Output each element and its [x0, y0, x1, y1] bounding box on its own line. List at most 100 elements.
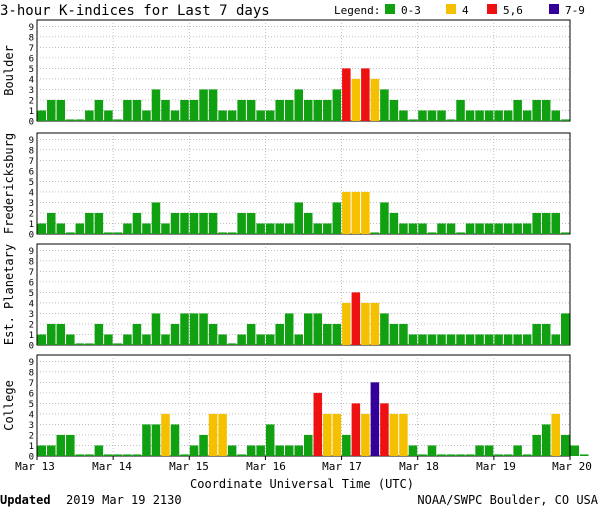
bar [361, 302, 370, 345]
y-tick-label: 8 [29, 368, 34, 378]
bar [380, 403, 389, 456]
bar [313, 313, 323, 345]
bar [132, 212, 142, 234]
bar [513, 334, 522, 345]
bar [151, 89, 161, 121]
y-tick-label: 7 [29, 44, 34, 54]
bar [94, 212, 104, 234]
bar [541, 323, 551, 345]
bar [465, 110, 475, 121]
bar [218, 413, 227, 456]
bar [180, 212, 189, 234]
bar [560, 434, 570, 456]
y-tick-label: 5 [29, 65, 34, 75]
bar [218, 110, 227, 121]
legend-label: Legend: [334, 4, 380, 17]
y-tick-label: 0 [29, 118, 34, 128]
bar [56, 223, 66, 234]
bar [475, 334, 484, 345]
bar [113, 454, 123, 456]
updated-label: Updated [0, 493, 51, 507]
bar [541, 424, 551, 456]
bar [170, 110, 180, 121]
y-tick-label: 8 [29, 257, 34, 267]
bar [246, 99, 256, 121]
bar [427, 334, 437, 345]
bar [399, 413, 408, 456]
y-tick-label: 6 [29, 54, 34, 64]
bar [104, 454, 113, 456]
bar [161, 223, 170, 234]
bar [37, 445, 47, 456]
bar [408, 445, 418, 456]
bar [323, 323, 332, 345]
panel-frame [36, 19, 571, 122]
bar [199, 313, 208, 345]
y-tick-label: 6 [29, 167, 34, 177]
bar [560, 313, 570, 345]
y-tick-label: 6 [29, 278, 34, 288]
bar [256, 445, 265, 456]
bar [446, 119, 456, 121]
bar [408, 119, 418, 121]
bar [323, 223, 332, 234]
bar [94, 445, 104, 456]
y-tick-label: 0 [29, 231, 34, 241]
bar [437, 223, 446, 234]
bar [132, 323, 142, 345]
bar [399, 223, 408, 234]
bar [484, 223, 494, 234]
bar [189, 212, 199, 234]
bar [284, 445, 294, 456]
bar [199, 212, 208, 234]
bar [332, 323, 342, 345]
bar [313, 223, 323, 234]
bar [503, 334, 513, 345]
x-tick-label: Mar 14 [92, 460, 132, 473]
bar [189, 99, 199, 121]
bar [418, 334, 427, 345]
bar [47, 323, 56, 345]
bar [351, 403, 361, 456]
panel-frame [36, 243, 571, 346]
bar [465, 334, 475, 345]
bar [208, 89, 218, 121]
bar [427, 232, 437, 234]
bar [104, 334, 113, 345]
bar [484, 445, 494, 456]
bar [123, 99, 132, 121]
bar [142, 424, 151, 456]
y-tick-label: 9 [29, 247, 34, 257]
bar [265, 223, 275, 234]
y-tick-label: 3 [29, 199, 34, 209]
bar [361, 68, 370, 121]
bar [161, 99, 170, 121]
bar [294, 445, 303, 456]
bar [446, 223, 456, 234]
bar [132, 99, 142, 121]
legend-swatch-3 [549, 4, 559, 14]
bar [265, 424, 275, 456]
bar [218, 334, 227, 345]
bar [47, 99, 56, 121]
bar [475, 445, 484, 456]
y-tick-label: 2 [29, 96, 34, 106]
y-tick-label: 5 [29, 289, 34, 299]
bar [323, 99, 332, 121]
bar [551, 212, 560, 234]
bar [304, 212, 313, 234]
bar [503, 223, 513, 234]
y-tick-label: 9 [29, 358, 34, 368]
bar [47, 212, 56, 234]
bar [85, 212, 94, 234]
bar [380, 202, 389, 234]
bar [132, 454, 142, 456]
bar [113, 343, 123, 345]
bar [208, 413, 218, 456]
bar [456, 454, 465, 456]
bar [456, 232, 465, 234]
bar [180, 313, 189, 345]
y-tick-label: 2 [29, 431, 34, 441]
bar [418, 454, 427, 456]
bar [503, 454, 513, 456]
